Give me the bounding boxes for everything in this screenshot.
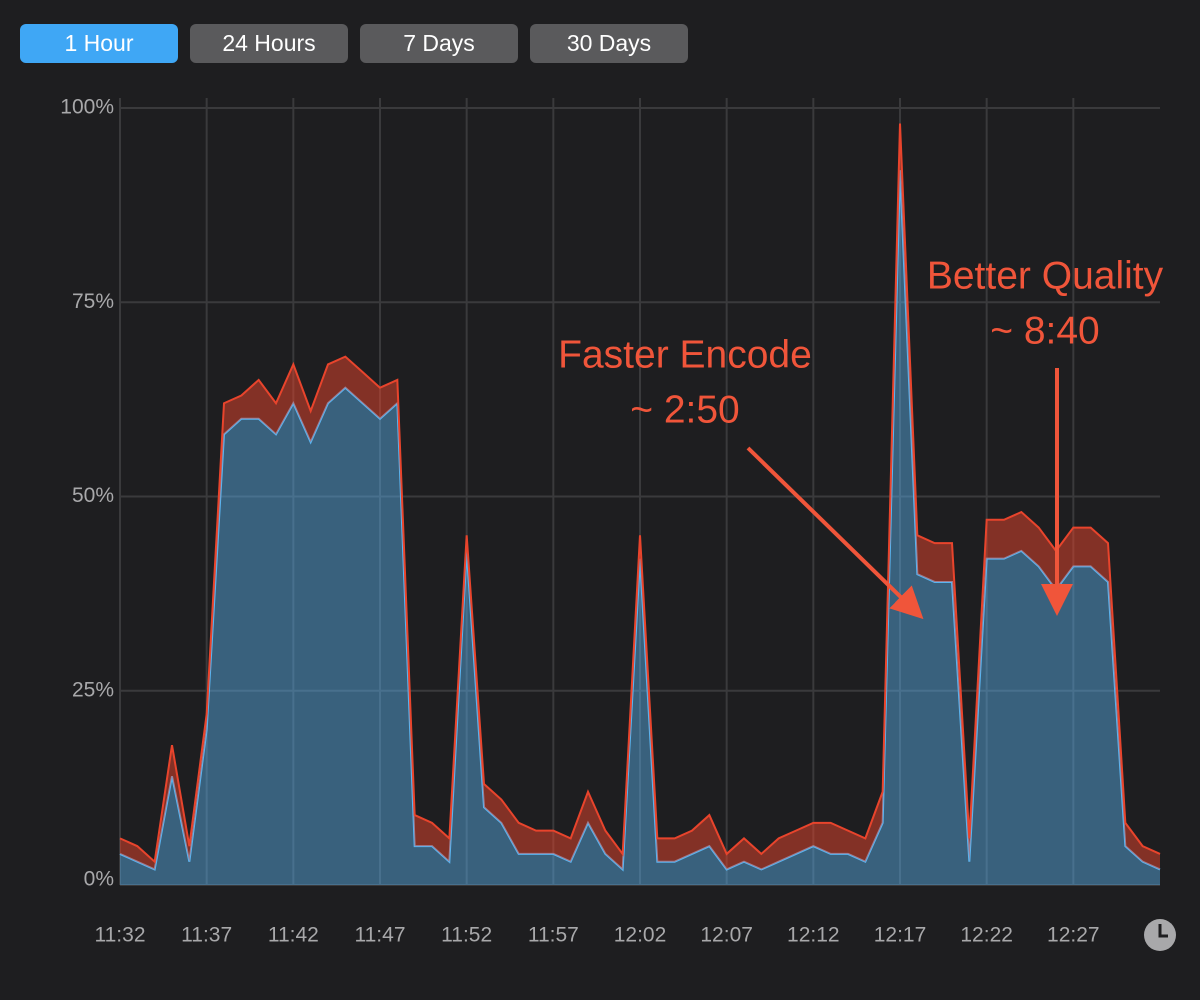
- x-tick-label: 11:57: [528, 924, 579, 947]
- x-tick-label: 12:17: [874, 924, 927, 947]
- x-tick-label: 11:47: [355, 924, 406, 947]
- x-tick-label: 12:02: [614, 924, 667, 947]
- time-range-tab[interactable]: 1 Hour: [20, 24, 178, 63]
- time-range-tab[interactable]: 7 Days: [360, 24, 518, 63]
- clock-icon: [1144, 919, 1176, 951]
- x-tick-label: 11:52: [441, 924, 492, 947]
- plot: 0% 25% 50% 75% 100% 11:32 11:37 11:42 11:47 11:52…: [60, 96, 1161, 947]
- time-range-tab[interactable]: 24 Hours: [190, 24, 348, 63]
- x-tick-label: 11:32: [95, 924, 146, 947]
- x-tick-label: 12:07: [700, 924, 753, 947]
- time-range-tab[interactable]: 30 Days: [530, 24, 688, 63]
- annotation: ~ 8:40: [990, 309, 1100, 352]
- annotation: Faster Encode: [558, 333, 812, 376]
- x-tick-label: 12:27: [1047, 924, 1100, 947]
- area-line: [119, 123, 1161, 864]
- y-tick-label: 25%: [72, 678, 114, 701]
- y-tick-label: 0%: [84, 868, 114, 891]
- area-fill: [120, 170, 1160, 885]
- annotation: Better Quality: [927, 254, 1164, 297]
- annotation: ~ 2:50: [630, 388, 740, 431]
- y-tick-label: 50%: [72, 484, 114, 507]
- x-tick-label: 11:42: [268, 924, 319, 947]
- x-tick-label: 12:22: [960, 924, 1013, 947]
- y-tick-label: 75%: [72, 290, 114, 313]
- y-tick-label: 100%: [60, 96, 114, 119]
- x-tick-label: 12:12: [787, 924, 840, 947]
- x-tick-label: 11:37: [181, 924, 232, 947]
- arrow: [746, 446, 924, 620]
